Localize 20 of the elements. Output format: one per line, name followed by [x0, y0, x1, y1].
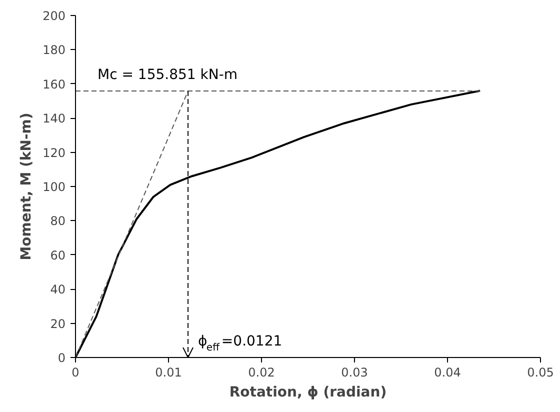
- y-tick-label: 60: [50, 248, 66, 262]
- y-tick-label: 140: [42, 112, 66, 126]
- y-tick-label: 200: [42, 9, 66, 23]
- y-tick-label: 40: [50, 282, 66, 297]
- y-tick-label: 0: [58, 351, 66, 365]
- y-tick-label: 120: [42, 146, 66, 160]
- y-axis-title: Moment, M (kN-m): [18, 112, 35, 260]
- x-tick-label: 0.02: [248, 366, 275, 380]
- y-tick-label: 180: [42, 43, 66, 58]
- x-tick-label: 0.04: [434, 366, 461, 380]
- ref-line-label: Mc = 155.851 kN-m: [98, 66, 238, 83]
- y-tick-label: 80: [50, 214, 66, 228]
- y-tick-label: 160: [42, 77, 66, 92]
- x-tick-label: 0.03: [341, 366, 368, 380]
- x-axis-title: Rotation, ϕ (radian): [229, 384, 387, 400]
- y-tick-label: 100: [42, 180, 66, 194]
- x-tick-label: 0.05: [527, 366, 554, 380]
- y-tick-label: 20: [50, 316, 66, 331]
- x-tick-label: 0.01: [155, 366, 182, 380]
- x-tick-label: 0: [72, 366, 80, 380]
